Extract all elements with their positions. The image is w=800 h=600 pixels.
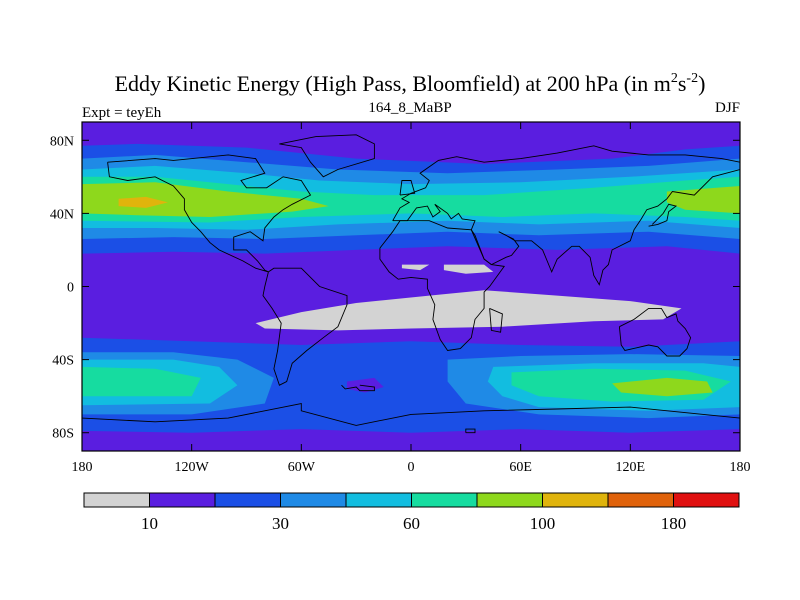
coastline-9 [648,203,678,227]
coastline-1 [262,267,348,386]
contour-fill-level-7-11-0 [118,196,168,208]
y-tick-label-3: 40S [52,354,74,369]
contour-fill-level-5-8-0 [82,366,201,397]
colorbar-box-3 [280,492,347,508]
x-tick-label-5: 120E [616,460,646,475]
colorbar-box-6 [476,492,543,508]
coastline-6 [82,402,740,426]
y-tick-label-4: 80S [52,427,74,442]
coastline-7 [341,384,375,392]
colorbar-label-0: 10 [141,514,158,533]
contour-fill-level-6-9-1 [666,186,740,214]
x-tick-label-6: 180 [730,460,751,475]
colorbar-box-5 [411,492,478,508]
y-tick-label-2: 0 [67,281,74,296]
colorbar-box-8 [607,492,674,508]
colorbar: 10 30 60 100 180 [83,492,740,533]
contour-fill-level-0-12-1 [401,264,430,271]
coastlines [82,134,740,434]
x-tick-label-1: 120W [175,460,210,475]
experiment-label: Expt = teyEh [82,105,162,121]
map-axes: 180 120W 60W 0 60E 120E 180 80N 40N 0 40S 80S [50,122,751,475]
x-tick-label-4: 60E [509,460,532,475]
colorbar-label-3: 100 [530,514,556,533]
coastline-3 [392,145,740,286]
colorbar-box-9 [673,492,740,508]
x-tick-label-2: 60W [288,460,316,475]
contour-fill-level-6-9-0 [82,182,329,217]
colorbar-label-4: 180 [661,514,687,533]
colorbar-box-7 [542,492,609,508]
contour-fill-level-0-12-2 [443,264,494,274]
season-label: DJF [715,100,740,116]
y-tick-label-0: 80N [50,134,74,149]
y-tick-label-1: 40N [50,207,74,222]
coastline-10 [399,180,416,196]
coastline-5 [618,307,692,357]
x-tick-label-3: 0 [408,460,415,475]
contour-fill-level-0-12-0 [255,290,682,331]
colorbar-box-2 [214,492,281,508]
contour-fill-level-6-10-0 [612,377,713,397]
eke-field [82,122,740,451]
colorbar-box-1 [149,492,216,508]
coastline-8 [489,307,503,333]
chart-title: Eddy Kinetic Energy (High Pass, Bloomfie… [115,71,706,96]
chart-subtitle: 164_8_MaBP [368,100,451,116]
colorbar-box-4 [345,492,412,508]
colorbar-box-0 [83,492,150,508]
x-tick-label-0: 180 [72,460,93,475]
coastline-0 [107,154,312,273]
coastline-11 [465,428,476,434]
colorbar-label-2: 60 [403,514,420,533]
coastline-4 [379,220,506,351]
colorbar-label-1: 30 [272,514,289,533]
coastline-2 [279,134,375,178]
